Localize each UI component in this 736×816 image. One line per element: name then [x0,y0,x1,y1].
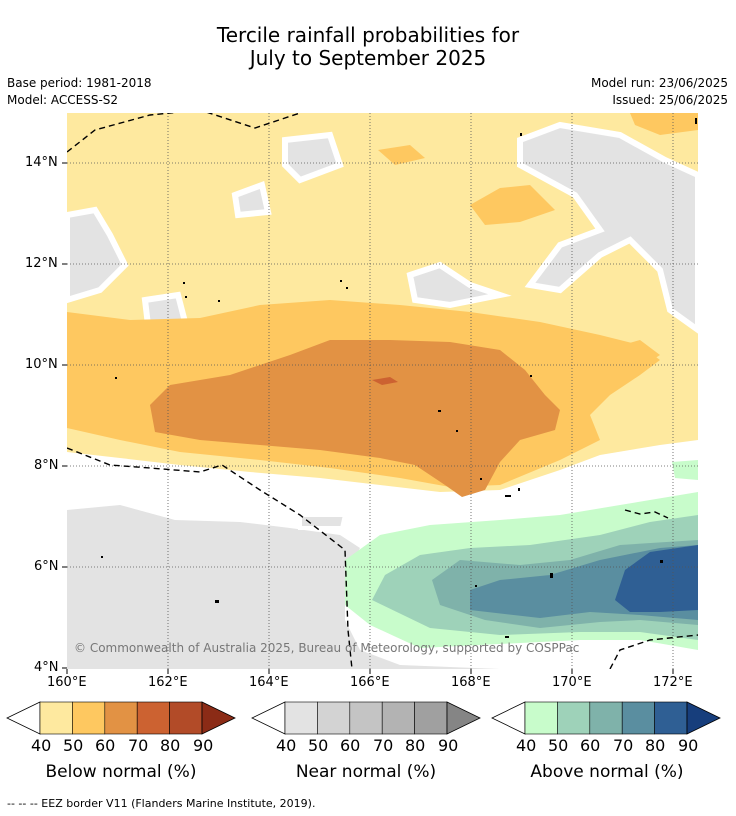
near-normal-strip [298,513,348,530]
model-run-label: Model run: 23/06/2025 [590,76,728,90]
map-tick-marks [62,162,674,674]
colorbar-segment [414,701,448,735]
below-normal-60-region [150,340,560,497]
below-normal-50-patch-topright [630,113,698,135]
issued-label: Issued: 25/06/2025 [612,93,728,107]
island-markers [101,118,697,638]
colorbar-tick-label: 60 [95,736,116,755]
lon-tick-label: 162°E [148,675,188,690]
lat-tick-label: 6°N [34,559,59,574]
below-normal-50-patch-north [470,185,555,225]
model-label: Model: ACCESS-S2 [7,93,119,107]
colorbar-tick-label: 80 [645,736,666,755]
colorbars-svg [6,701,721,735]
above-normal-80-region [615,545,698,612]
lon-tick-label: 170°E [552,675,592,690]
colorbar-tick-label: 40 [276,736,297,755]
colorbar-segment [104,701,138,735]
base-period-label: Base period: 1981-2018 [7,76,152,90]
above-normal-colorbar [491,701,721,735]
near-normal-south-region [67,505,698,669]
lon-tick-label: 172°E [653,675,693,690]
colorbar-tick-label: 90 [438,736,459,755]
near-normal-patch-small [231,180,272,219]
above-normal-colorbar-title: Above normal (%) [530,762,684,782]
colorbar-tick-label: 70 [613,736,634,755]
colorbar-tick-label: 40 [516,736,537,755]
colorbar-tick-label: 50 [548,736,569,755]
lat-tick-label: 4°N [34,660,59,675]
colorbar-tick-label: 50 [308,736,329,755]
lon-tick-label: 166°E [350,675,390,690]
near-normal-colorbar-title: Near normal (%) [295,762,437,782]
below-normal-colorbar [6,701,236,735]
lat-tick-label: 14°N [25,155,58,170]
below-normal-70-patch [372,377,398,385]
below-normal-colorbar-title: Below normal (%) [45,762,197,782]
colorbar-tick-label: 80 [405,736,426,755]
colorbar-segment [72,701,106,735]
colorbar-tick-label: 70 [128,736,149,755]
colorbar-high-extend [686,701,721,735]
colorbar-low-extend [251,701,286,735]
lat-tick-label: 10°N [25,357,58,372]
colorbar-segment [136,701,170,735]
colorbar-segment [589,701,623,735]
colorbar-high-extend [446,701,481,735]
colorbar-segment [169,701,203,735]
lon-tick-label: 168°E [451,675,491,690]
lat-tick-label: 8°N [34,458,59,473]
colorbar-tick-label: 60 [340,736,361,755]
colorbar-tick-label: 90 [193,736,214,755]
below-normal-50-patch-east [605,340,660,368]
colorbar-tick-label: 40 [31,736,52,755]
colorbar-tick-label: 70 [373,736,394,755]
eez-legend-note: -- -- -- EEZ border V11 (Flanders Marine… [7,797,316,810]
colorbar-low-extend [491,701,526,735]
near-normal-patch-center [406,261,512,309]
colorbar-tick-label: 50 [63,736,84,755]
map-title-line2: July to September 2025 [249,46,487,70]
lon-tick-label: 160°E [47,675,87,690]
copyright-notice: © Commonwealth of Australia 2025, Bureau… [74,641,580,655]
near-normal-patch-northeast [517,121,698,334]
colorbar-segment [39,701,73,735]
near-normal-colorbar [251,701,481,735]
eez-border-lines [67,113,698,669]
lon-tick-label: 164°E [249,675,289,690]
colorbar-segment [284,701,318,735]
map-title-line1: Tercile rainfall probabilities for [216,23,520,47]
colorbar-segment [317,701,351,735]
colorbar-segment [381,701,415,735]
colorbar-tick-label: 80 [160,736,181,755]
colorbar-segment [654,701,688,735]
colorbar-tick-label: 60 [580,736,601,755]
map-gridlines [67,113,698,669]
colorbar-segment [524,701,558,735]
colorbar-tick-label: 90 [678,736,699,755]
above-normal-40-patch [672,460,698,480]
colorbar-high-extend [201,701,236,735]
colorbar-segment [621,701,655,735]
lat-tick-label: 12°N [25,256,58,271]
below-normal-50-patch-north2 [378,145,425,165]
colorbar-low-extend [6,701,41,735]
colorbar-segment [557,701,591,735]
near-normal-patch-west [67,206,129,304]
colorbar-segment [349,701,383,735]
near-normal-patch-north [282,131,344,184]
